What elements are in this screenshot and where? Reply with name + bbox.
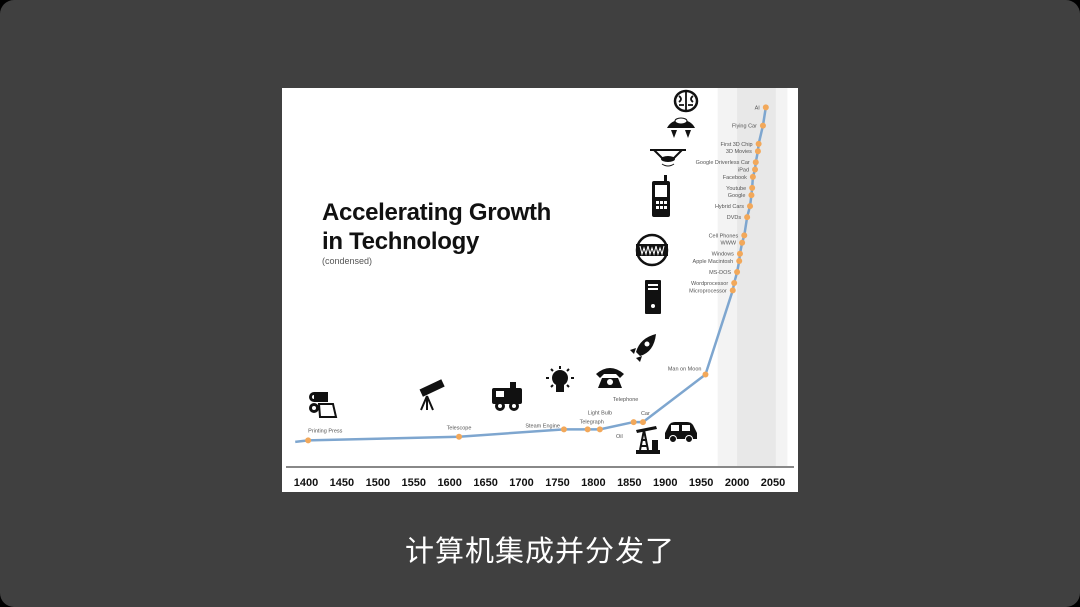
chart-title: Accelerating Growth in Technology (322, 198, 551, 256)
data-label: Printing Press (308, 428, 342, 434)
x-tick-label: 1600 (437, 477, 461, 489)
data-label: Youtube (726, 186, 746, 192)
data-point (729, 287, 736, 294)
data-point (639, 419, 646, 426)
video-subtitle: 计算机集成并分发了 (404, 534, 675, 568)
data-label: Man on Moon (668, 367, 702, 373)
data-label: WWW (721, 241, 737, 247)
x-tick-label: 1700 (509, 477, 533, 489)
data-point (630, 419, 637, 426)
x-tick-label: 1900 (653, 477, 677, 489)
data-label: Hybrid Cars (715, 204, 744, 210)
data-label: Steam Engine (525, 423, 560, 429)
data-label: Cell Phones (709, 233, 739, 239)
data-point (752, 166, 759, 173)
data-point (744, 214, 751, 221)
x-tick-label: 2050 (761, 477, 785, 489)
x-tick-label: 1400 (294, 477, 318, 489)
x-tick-label: 2000 (725, 477, 749, 489)
data-label: Car (641, 411, 650, 417)
light-bulb-icon (546, 366, 574, 392)
chart-slide: 1400 1450 1500 1550 1600 1650 1700 1750 1800 1850… (282, 88, 798, 492)
data-point (596, 426, 603, 433)
www-globe-icon (635, 233, 669, 267)
data-point (305, 437, 312, 444)
data-point (762, 104, 769, 111)
x-tick-label: 1450 (330, 477, 354, 489)
data-point (456, 433, 463, 440)
train-icon (492, 382, 522, 411)
cell-phone-icon (652, 175, 670, 217)
chart-svg: 1400 1450 1500 1550 1600 1650 1700 1750 1800 1850… (286, 88, 794, 489)
data-label: Windows (712, 252, 735, 258)
data-point (560, 426, 567, 433)
data-label: Google (728, 193, 746, 199)
data-point (759, 122, 766, 129)
data-label: AI (755, 105, 761, 111)
data-label: iPad (738, 168, 749, 174)
x-tick-label: 1650 (473, 477, 497, 489)
data-label: First 3D Chip (721, 142, 753, 148)
computer-tower-icon (645, 280, 661, 314)
data-point (749, 184, 756, 191)
data-point (734, 269, 741, 276)
data-point (755, 140, 762, 147)
flying-car-icon (667, 117, 695, 138)
growth-curve (295, 107, 768, 444)
data-label: Light Bulb (588, 410, 612, 416)
data-point (748, 192, 755, 199)
data-point (736, 250, 743, 257)
rocket-icon (630, 334, 656, 362)
car-icon (665, 422, 697, 443)
data-label: Microprocessor (689, 288, 727, 294)
x-tick-label: 1850 (617, 477, 641, 489)
telescope-icon (419, 379, 445, 411)
brain-icon (673, 89, 699, 113)
printing-press-icon (309, 392, 338, 418)
x-tick-label: 1500 (366, 477, 390, 489)
data-label: Telephone (613, 397, 638, 403)
annotation-label: Oil (616, 434, 623, 440)
data-label: Telegraph (580, 419, 604, 425)
data-label: Wordprocessor (691, 281, 728, 287)
chart-subtitle: (condensed) (322, 256, 373, 266)
data-point (731, 280, 738, 286)
data-label: Google Driverless Car (696, 160, 750, 166)
x-tick-label: 1750 (545, 477, 569, 489)
data-point (752, 159, 759, 166)
data-label: Apple Macintosh (693, 259, 734, 265)
telephone-icon (596, 368, 624, 388)
data-label: DVDs (727, 215, 742, 221)
data-point (584, 426, 591, 433)
data-point (749, 173, 756, 180)
data-label: Flying Car (732, 124, 757, 130)
data-point (702, 371, 709, 378)
chart-title-line-1: Accelerating Growth (322, 199, 552, 226)
data-point (736, 258, 743, 265)
data-point (754, 148, 761, 155)
data-point (739, 239, 746, 246)
data-label: Telescope (447, 426, 472, 432)
oil-pump-icon (636, 426, 660, 454)
drone-icon (650, 149, 686, 167)
chart-title-line-2: in Technology (322, 228, 479, 255)
data-label: 3D Movies (726, 149, 752, 155)
data-label: MS-DOS (709, 270, 731, 276)
data-point (741, 232, 748, 239)
x-tick-label: 1950 (689, 477, 713, 489)
x-tick-label: 1550 (402, 477, 426, 489)
x-tick-label: 1800 (581, 477, 605, 489)
data-label: Facebook (723, 175, 747, 181)
data-point (747, 203, 754, 210)
